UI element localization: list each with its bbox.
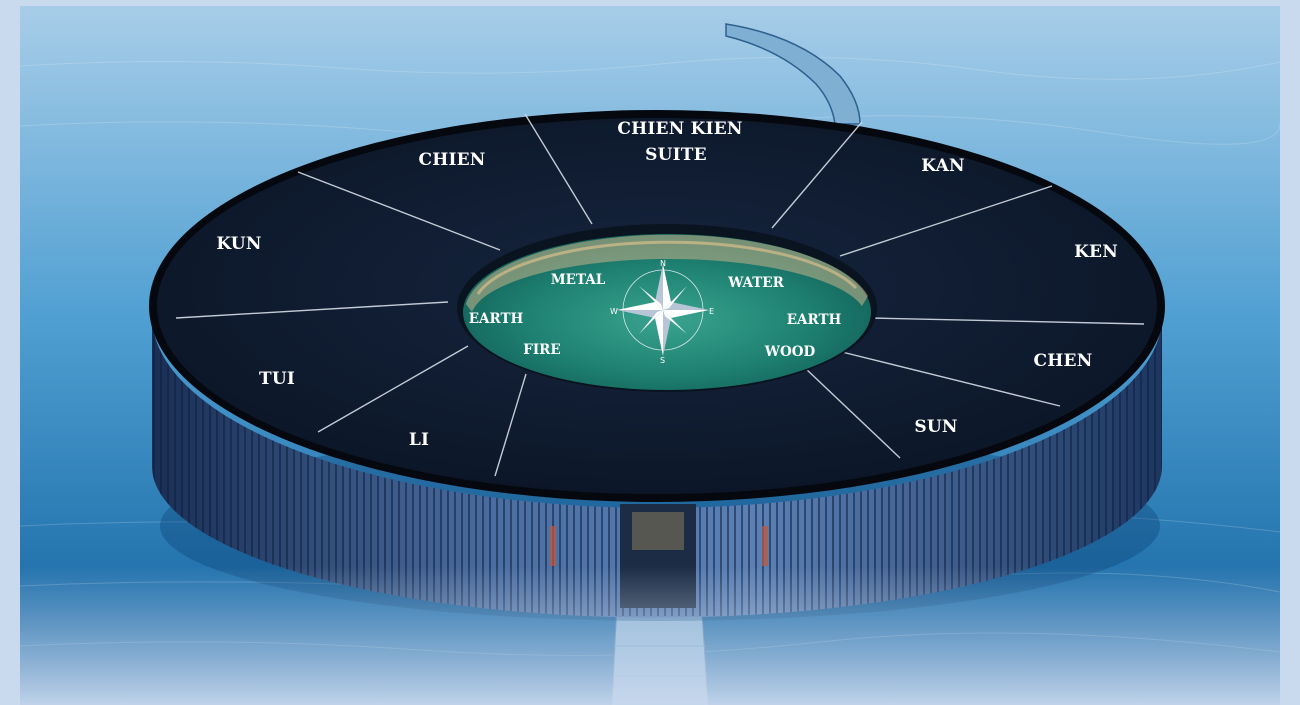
suite-label-line2: SUITE: [645, 145, 707, 165]
suite-diagram: N S E W CHIEN KIEN SUITE CHIEN KAN KUN K…: [20, 6, 1280, 705]
section-dividers: [175, 113, 1145, 477]
section-label-ken: KEN: [1074, 242, 1118, 262]
element-label-water: WATER: [727, 275, 784, 291]
compass-rose-icon: N S E W: [610, 259, 714, 365]
element-label-earth-east: EARTH: [787, 312, 842, 328]
element-label-metal: METAL: [551, 272, 606, 288]
compass-west: W: [610, 307, 618, 316]
section-label-li: LI: [409, 430, 429, 450]
section-label-chien: CHIEN: [418, 150, 485, 170]
top-walkway: [725, 23, 861, 125]
element-label-earth-west: EARTH: [469, 311, 524, 327]
compass-south: S: [660, 356, 665, 365]
element-label-fire: FIRE: [523, 342, 560, 358]
compass-east: E: [709, 307, 714, 316]
suite-label-line1: CHIEN KIEN: [617, 119, 742, 139]
section-label-tui: TUI: [259, 369, 295, 389]
section-label-chen: CHEN: [1034, 351, 1093, 371]
section-label-kun: KUN: [216, 234, 261, 254]
element-label-wood: WOOD: [764, 344, 816, 360]
bottom-fade: [20, 566, 1280, 705]
section-label-sun: SUN: [914, 417, 957, 437]
compass-north: N: [660, 259, 666, 268]
section-label-kan: KAN: [921, 156, 964, 176]
